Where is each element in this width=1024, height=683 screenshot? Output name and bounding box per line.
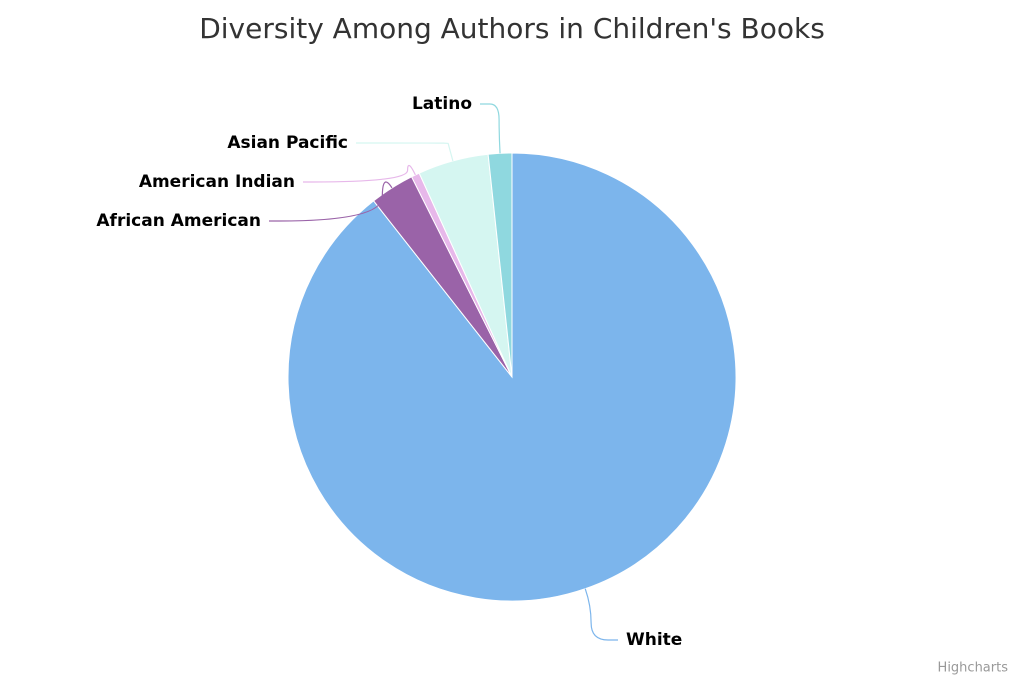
- connector: [269, 181, 393, 222]
- data-label: White: [626, 630, 682, 650]
- data-label: Asian Pacific: [227, 133, 348, 153]
- credits[interactable]: Highcharts: [938, 661, 1009, 676]
- connector: [584, 588, 618, 641]
- data-label: Latino: [412, 94, 472, 114]
- chart-title: Diversity Among Authors in Children's Bo…: [199, 12, 825, 45]
- connector: [303, 164, 416, 183]
- connector: [480, 103, 501, 154]
- data-label: American Indian: [139, 172, 295, 192]
- data-label: African American: [96, 211, 261, 231]
- pie-slice: [487, 152, 513, 378]
- connector: [356, 142, 454, 162]
